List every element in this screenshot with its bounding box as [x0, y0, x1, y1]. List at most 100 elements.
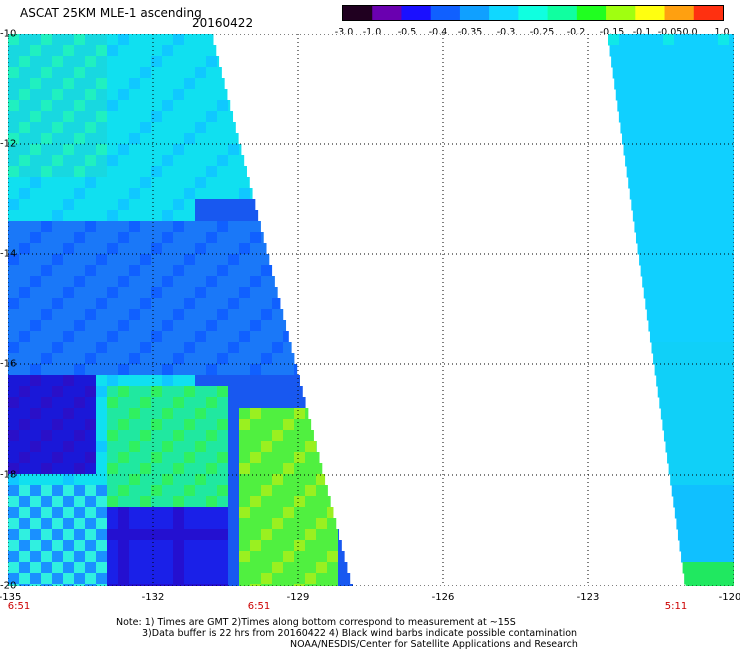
swath-cell [129, 111, 141, 123]
swath-cell [173, 507, 185, 519]
swath-cell [96, 122, 108, 134]
swath-cell [107, 386, 119, 398]
swath-cell [52, 463, 64, 475]
longitude-label: -123 [576, 592, 600, 603]
swath-cell [283, 529, 295, 541]
swath-cell [206, 474, 218, 486]
swath-cell [63, 496, 75, 508]
swath-cell [140, 375, 152, 387]
swath-cell [228, 254, 240, 266]
swath-cell [305, 485, 317, 497]
swath-cell [719, 45, 732, 57]
swath-cell [654, 133, 667, 145]
swath-cell [689, 452, 701, 464]
swath-cell [206, 45, 217, 57]
swath-cell [206, 562, 218, 574]
swath-cell [41, 78, 53, 90]
swath-cell [52, 573, 64, 585]
swath-cell [41, 254, 53, 266]
swath-cell [129, 375, 141, 387]
swath-cell [631, 122, 643, 134]
swath-cell [620, 45, 633, 57]
swath-cell [195, 265, 207, 277]
swath-cell [19, 67, 31, 79]
swath-cell [206, 430, 218, 442]
swath-cell [162, 111, 174, 123]
swath-cell [19, 100, 31, 112]
swath-cell [217, 210, 229, 222]
swath-cell [30, 441, 42, 453]
swath-cell [294, 551, 306, 563]
swath-cell [74, 243, 86, 255]
swath-cell [671, 408, 684, 420]
swath-cell [239, 342, 251, 354]
swath-cell [96, 342, 108, 354]
swath-cell [129, 441, 141, 453]
swath-cell [19, 122, 31, 134]
swath-cell [8, 474, 20, 486]
swath-cell [129, 551, 141, 563]
swath-cell [636, 155, 648, 167]
swath-cell [74, 463, 86, 475]
swath-cell [283, 320, 287, 332]
swath-cell [261, 551, 273, 563]
swath-cell [686, 199, 698, 211]
swath-cell [609, 45, 622, 57]
swath-cell [151, 320, 163, 332]
swath-cell [184, 430, 196, 442]
swath-cell [250, 188, 253, 200]
swath-cell [19, 298, 31, 310]
swath-cell [239, 221, 251, 233]
swath-cell [19, 452, 31, 464]
swath-cell [8, 287, 20, 299]
swath-cell [217, 298, 229, 310]
swath-cell [250, 353, 262, 365]
swath-cell [107, 89, 119, 101]
swath-cell [675, 199, 687, 211]
swath-cell [195, 144, 207, 156]
swath-cell [107, 331, 119, 343]
swath-cell [30, 67, 42, 79]
swath-cell [52, 375, 64, 387]
swath-cell [718, 507, 731, 519]
swath-cell [316, 540, 328, 552]
swath-cell [692, 166, 705, 178]
swath-cell [631, 45, 644, 57]
swath-cell [85, 342, 97, 354]
swath-cell [305, 518, 317, 530]
swath-cell [217, 430, 229, 442]
swath-cell [30, 243, 42, 255]
swath-cell [118, 45, 130, 57]
swath-cell [151, 56, 163, 68]
swath-cell [206, 529, 218, 541]
swath-cell [173, 287, 185, 299]
swath-cell [63, 408, 75, 420]
swath-cell [129, 518, 141, 530]
swath-cell [250, 287, 262, 299]
swath-cell [162, 67, 174, 79]
swath-cell [228, 243, 240, 255]
swath-cell [151, 100, 163, 112]
swath-cell [676, 287, 689, 299]
swath-cell [715, 331, 728, 343]
swath-cell [96, 529, 108, 541]
swath-cell [261, 353, 273, 365]
swath-cell [261, 474, 273, 486]
swath-cell [52, 166, 64, 178]
swath-cell [272, 441, 284, 453]
swath-cell [118, 375, 130, 387]
swath-cell [96, 540, 108, 552]
swath-cell [52, 452, 64, 464]
swath-cell [74, 78, 86, 90]
swath-cell [664, 199, 676, 211]
swath-cell [633, 56, 645, 68]
swath-cell [283, 573, 295, 585]
swath-cell [634, 221, 646, 233]
swath-cell [52, 496, 64, 508]
swath-cell [85, 34, 97, 46]
swath-cell [195, 111, 207, 123]
swath-cell [96, 298, 108, 310]
swath-cell [129, 89, 141, 101]
swath-cell [261, 430, 273, 442]
swath-cell [63, 199, 75, 211]
